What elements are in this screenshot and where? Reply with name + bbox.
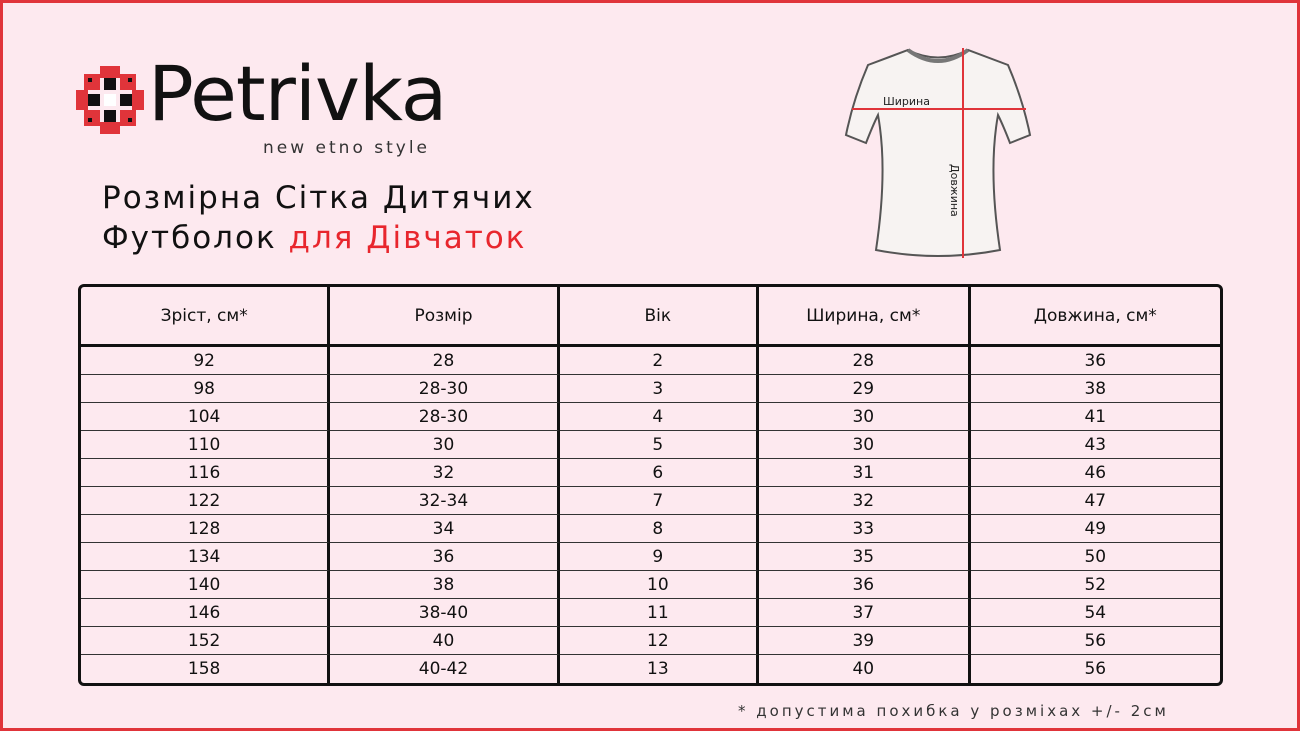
table-cell: 28-30	[330, 375, 560, 403]
table-cell: 40-42	[330, 655, 560, 683]
table-cell: 38	[970, 375, 1220, 403]
table-cell: 30	[330, 431, 560, 459]
table-cell: 30	[759, 403, 971, 431]
table-row: 98 28-30 3 29 38	[81, 375, 1220, 403]
table-cell: 4	[559, 403, 760, 431]
table-cell: 32	[759, 487, 971, 515]
table-cell: 110	[81, 431, 331, 459]
table-cell: 2	[559, 347, 760, 375]
table-cell: 36	[970, 347, 1220, 375]
table-cell: 52	[970, 571, 1220, 599]
brand-name: Petrivka	[148, 49, 447, 138]
table-row: 152 40 12 39 56	[81, 627, 1220, 655]
table-cell: 37	[759, 599, 971, 627]
table-cell: 39	[759, 627, 971, 655]
table-cell: 10	[559, 571, 760, 599]
table-cell: 3	[559, 375, 760, 403]
table-row: 104 28-30 4 30 41	[81, 403, 1220, 431]
table-cell: 40	[759, 655, 971, 683]
table-cell: 146	[81, 599, 331, 627]
table-row: 122 32-34 7 32 47	[81, 487, 1220, 515]
size-chart-table: Зріст, см* Розмір Вік Ширина, см* Довжина, с…	[78, 284, 1223, 686]
table-cell: 5	[559, 431, 760, 459]
table-cell: 43	[970, 431, 1220, 459]
table-cell: 49	[970, 515, 1220, 543]
brand-tagline: new etno style	[263, 138, 431, 158]
table-cell: 13	[560, 655, 760, 683]
embroidery-logo-icon	[76, 66, 144, 134]
table-cell: 140	[81, 571, 331, 599]
table-cell: 34	[330, 515, 560, 543]
table-cell: 152	[81, 627, 331, 655]
table-cell: 28-30	[330, 403, 560, 431]
column-header: Вік	[559, 287, 760, 347]
table-cell: 40	[330, 627, 560, 655]
column-header: Ширина, см*	[759, 287, 971, 347]
table-cell: 11	[559, 599, 760, 627]
width-label: Ширина	[883, 95, 930, 108]
table-cell: 8	[559, 515, 760, 543]
table-cell: 46	[970, 459, 1220, 487]
page-title: Розмірна Сітка Дитячих Футболок для Дівч…	[102, 180, 535, 256]
table-row: 128 34 8 33 49	[81, 515, 1220, 543]
table-row: 134 36 9 35 50	[81, 543, 1220, 571]
table-cell: 50	[970, 543, 1220, 571]
table-cell: 32	[330, 459, 560, 487]
table-cell: 6	[559, 459, 760, 487]
table-cell: 98	[81, 375, 331, 403]
tshirt-measurement-diagram: Ширина Довжина	[844, 48, 1032, 258]
length-label: Довжина	[948, 164, 961, 217]
table-cell: 36	[330, 543, 560, 571]
table-cell: 92	[81, 347, 331, 375]
table-cell: 36	[759, 571, 971, 599]
column-header: Зріст, см*	[81, 287, 331, 347]
table-cell: 30	[759, 431, 971, 459]
table-cell: 56	[970, 627, 1220, 655]
table-cell: 38-40	[330, 599, 560, 627]
table-cell: 33	[759, 515, 971, 543]
table-cell: 47	[970, 487, 1220, 515]
table-cell: 116	[81, 459, 331, 487]
table-cell: 32-34	[330, 487, 560, 515]
table-cell: 38	[330, 571, 560, 599]
table-cell: 56	[1084, 659, 1107, 679]
table-row: 140 38 10 36 52	[81, 571, 1220, 599]
table-cell: 128	[81, 515, 331, 543]
table-row: 158 40-42 13 40 56	[81, 655, 1220, 683]
table-row: 92 28 2 28 36	[81, 347, 1220, 375]
table-cell: 104	[81, 403, 331, 431]
table-cell: 31	[759, 459, 971, 487]
table-cell: 122	[81, 487, 331, 515]
table-cell: 28	[759, 347, 971, 375]
table-cell: 9	[559, 543, 760, 571]
table-cell: 12	[559, 627, 760, 655]
table-cell: 35	[759, 543, 971, 571]
table-cell: 7	[559, 487, 760, 515]
column-header: Довжина, см*	[970, 287, 1220, 347]
table-row: 110 30 5 30 43	[81, 431, 1220, 459]
table-row: 146 38-40 11 37 54	[81, 599, 1220, 627]
table-cell: 158	[81, 655, 331, 683]
table-row: 116 32 6 31 46	[81, 459, 1220, 487]
table-cell: 28	[330, 347, 560, 375]
table-cell: 29	[759, 375, 971, 403]
table-cell: 41	[970, 403, 1220, 431]
footnote: * допустима похибка у розміхах +/- 2см	[738, 702, 1169, 720]
table-cell: 134	[81, 543, 331, 571]
table-cell: 54	[970, 599, 1220, 627]
column-header: Розмір	[330, 287, 560, 347]
